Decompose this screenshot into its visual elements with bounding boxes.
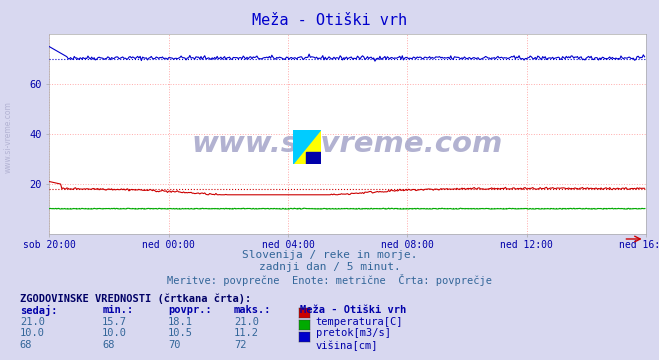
Polygon shape bbox=[293, 130, 321, 164]
Text: maks.:: maks.: bbox=[234, 305, 272, 315]
Text: min.:: min.: bbox=[102, 305, 133, 315]
Text: 10.5: 10.5 bbox=[168, 328, 193, 338]
Text: Meža - Otiški vrh: Meža - Otiški vrh bbox=[252, 13, 407, 28]
Text: 10.0: 10.0 bbox=[102, 328, 127, 338]
Text: www.si-vreme.com: www.si-vreme.com bbox=[192, 130, 503, 158]
Text: Slovenija / reke in morje.: Slovenija / reke in morje. bbox=[242, 250, 417, 260]
Text: www.si-vreme.com: www.si-vreme.com bbox=[3, 101, 13, 173]
Text: ZGODOVINSKE VREDNOSTI (črtkana črta):: ZGODOVINSKE VREDNOSTI (črtkana črta): bbox=[20, 293, 251, 304]
Polygon shape bbox=[306, 152, 321, 164]
Text: povpr.:: povpr.: bbox=[168, 305, 212, 315]
Polygon shape bbox=[293, 130, 321, 164]
Text: pretok[m3/s]: pretok[m3/s] bbox=[316, 328, 391, 338]
Text: 10.0: 10.0 bbox=[20, 328, 45, 338]
Text: 70: 70 bbox=[168, 340, 181, 350]
Text: 21.0: 21.0 bbox=[234, 317, 259, 327]
Text: 15.7: 15.7 bbox=[102, 317, 127, 327]
Text: 68: 68 bbox=[102, 340, 115, 350]
Text: 18.1: 18.1 bbox=[168, 317, 193, 327]
Text: 11.2: 11.2 bbox=[234, 328, 259, 338]
Text: 68: 68 bbox=[20, 340, 32, 350]
Text: sedaj:: sedaj: bbox=[20, 305, 57, 316]
Text: zadnji dan / 5 minut.: zadnji dan / 5 minut. bbox=[258, 262, 401, 272]
Text: višina[cm]: višina[cm] bbox=[316, 340, 378, 351]
Text: 72: 72 bbox=[234, 340, 246, 350]
Text: temperatura[C]: temperatura[C] bbox=[316, 317, 403, 327]
Text: Meritve: povprečne  Enote: metrične  Črta: povprečje: Meritve: povprečne Enote: metrične Črta:… bbox=[167, 274, 492, 286]
Text: Meža - Otiški vrh: Meža - Otiški vrh bbox=[300, 305, 406, 315]
Text: 21.0: 21.0 bbox=[20, 317, 45, 327]
